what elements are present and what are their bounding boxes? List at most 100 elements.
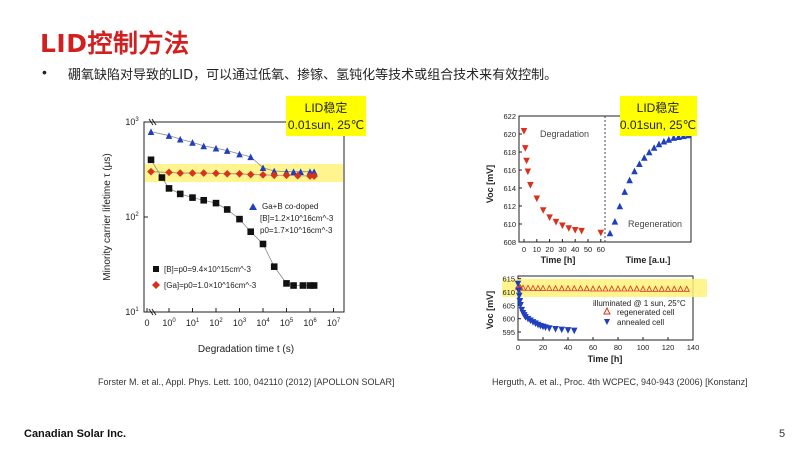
rb-annealed-point — [564, 327, 572, 334]
left-data-point-0 — [310, 168, 318, 175]
legend-marker-diamond-red — [152, 281, 160, 289]
rt-y-tick-label: 612 — [503, 202, 516, 211]
legend-marker-square-black — [153, 266, 159, 272]
left-data-point-2 — [310, 282, 318, 289]
rb-legend-title: illuminated @ 1 sun, 25°C — [593, 299, 686, 308]
right-top-voc-chart: 608 610 612 614 616 618 620 622 0 10 20 30 40 50 60 De… — [485, 96, 697, 265]
slide-title: LID控制方法 — [40, 29, 190, 58]
legend-ga-b: Ga+B co-doped — [262, 202, 318, 211]
rb-annealed-point — [558, 326, 566, 334]
rt-regeneration-point — [621, 188, 628, 195]
rt-degradation-point — [578, 227, 585, 235]
left-data-point-2 — [158, 174, 166, 181]
left-data-point-0 — [176, 135, 184, 143]
rb-y-axis-label: Voc [mV] — [485, 291, 495, 329]
rb-annealed-point — [570, 327, 578, 335]
footer-company: Canadian Solar Inc. — [24, 428, 127, 440]
rb-regenerated-point — [646, 285, 653, 292]
rt-x-tick-label: 50 — [584, 245, 592, 254]
left-y-tick-label: 102 — [125, 212, 139, 222]
rt-regeneration-point — [655, 140, 663, 148]
rb-series-layer — [514, 280, 690, 335]
rt-x-tick-label: 30 — [558, 245, 566, 254]
caption-right: Herguth, A. et al., Proc. 4th WCPEC, 940… — [492, 377, 748, 387]
legend-b-conc: [B]=1.2×10^16cm^-3 — [260, 214, 334, 223]
left-data-point-0 — [236, 150, 243, 158]
left-y-tick-label: 101 — [125, 307, 139, 317]
left-data-point-2 — [223, 206, 231, 213]
rt-degradation-point — [546, 214, 553, 221]
left-data-point-1 — [282, 171, 291, 180]
left-data-point-0 — [189, 139, 196, 146]
left-tag-line2: 0.01sun, 25℃ — [288, 118, 364, 132]
rt-x-tick-label: 60 — [597, 245, 605, 254]
left-data-point-1 — [293, 171, 302, 180]
left-data-point-2 — [259, 240, 267, 248]
rt-series-layer — [520, 128, 692, 237]
rb-regenerated-point — [602, 285, 609, 292]
left-data-point-2 — [147, 156, 155, 164]
rt-regeneration-point — [660, 137, 668, 145]
left-y-tick-label: 103 — [125, 117, 139, 127]
left-data-point-2 — [283, 280, 290, 287]
rt-x-tick-label: 20 — [545, 245, 553, 254]
left-data-point-0 — [212, 144, 220, 152]
rb-y-tick-label: 615 — [502, 275, 515, 284]
rb-regenerated-point — [614, 285, 622, 292]
rb-y-tick-label: 600 — [502, 315, 515, 324]
left-data-point-2 — [299, 282, 307, 289]
left-data-point-2 — [247, 228, 255, 236]
left-x-tick-label: 101 — [186, 318, 200, 328]
left-data-point-0 — [165, 132, 173, 139]
rt-annotation-regeneration: Regeneration — [628, 219, 682, 229]
rb-regenerated-point — [639, 285, 647, 292]
rt-x-tick-label: 10 — [533, 245, 541, 254]
left-x-tick-label: 104 — [256, 318, 270, 328]
rb-tick-layer: 595 600 605 610 615 0 20 40 60 80 100 120 140 — [502, 275, 699, 352]
rt-degradation-point — [597, 229, 605, 237]
rt-regeneration-point — [616, 202, 624, 210]
left-data-point-1 — [212, 169, 220, 178]
rb-x-tick-label: 120 — [662, 343, 675, 352]
rt-degradation-point — [565, 225, 573, 232]
left-y-axis-label: Minority carrier lifetime τ (μs) — [102, 153, 113, 281]
left-x-axis-label: Degradation time t (s) — [198, 344, 294, 355]
rb-annealed-point — [545, 325, 553, 332]
left-data-point-2 — [200, 196, 208, 204]
rb-x-tick-label: 80 — [614, 343, 622, 352]
rt-degradation-point — [552, 218, 560, 226]
left-data-point-1 — [306, 172, 314, 180]
rt-degradation-point — [520, 128, 528, 135]
left-data-point-0 — [200, 142, 208, 150]
rt-degradation-point — [571, 227, 579, 234]
left-data-point-2 — [165, 185, 173, 192]
left-data-point-0 — [247, 153, 255, 161]
left-x-tick-label: 106 — [303, 318, 317, 328]
rb-x-tick-label: 100 — [637, 343, 650, 352]
rb-annealed-point — [515, 292, 523, 300]
rt-degradation-point — [524, 168, 532, 176]
rt-regeneration-point — [641, 154, 648, 161]
legend-p0: p0=1.7×10^16cm^-3 — [260, 226, 333, 235]
rt-y-tick-label: 618 — [503, 148, 516, 157]
rb-regenerated-point — [621, 285, 628, 292]
rb-x-tick-label: 60 — [589, 343, 597, 352]
rb-annealed-point — [516, 298, 524, 305]
left-data-point-1 — [270, 171, 279, 180]
rt-regeneration-point — [650, 144, 658, 151]
rb-regenerated-point — [564, 284, 572, 292]
legend-b-p0: [B]=p0=9.4×10^15cm^-3 — [164, 265, 251, 274]
left-data-point-1 — [188, 169, 197, 177]
rb-regenerated-point — [529, 284, 537, 291]
rt-x-axis-label: Time [h] — [541, 255, 576, 265]
left-data-point-1 — [235, 169, 244, 178]
rb-x-axis-label: Time [h] — [588, 354, 623, 364]
rb-annealed-point — [515, 287, 522, 294]
right-bottom-voc-chart: 595 600 605 610 615 0 20 40 60 80 100 120 140 illumi… — [485, 275, 707, 364]
left-x-tick-label: 102 — [209, 318, 223, 328]
rt-degradation-point — [539, 207, 547, 214]
rb-regenerated-point — [633, 285, 640, 292]
rt-y-tick-label: 610 — [503, 220, 516, 229]
left-data-point-1 — [310, 172, 318, 180]
rb-y-tick-label: 595 — [502, 328, 515, 337]
